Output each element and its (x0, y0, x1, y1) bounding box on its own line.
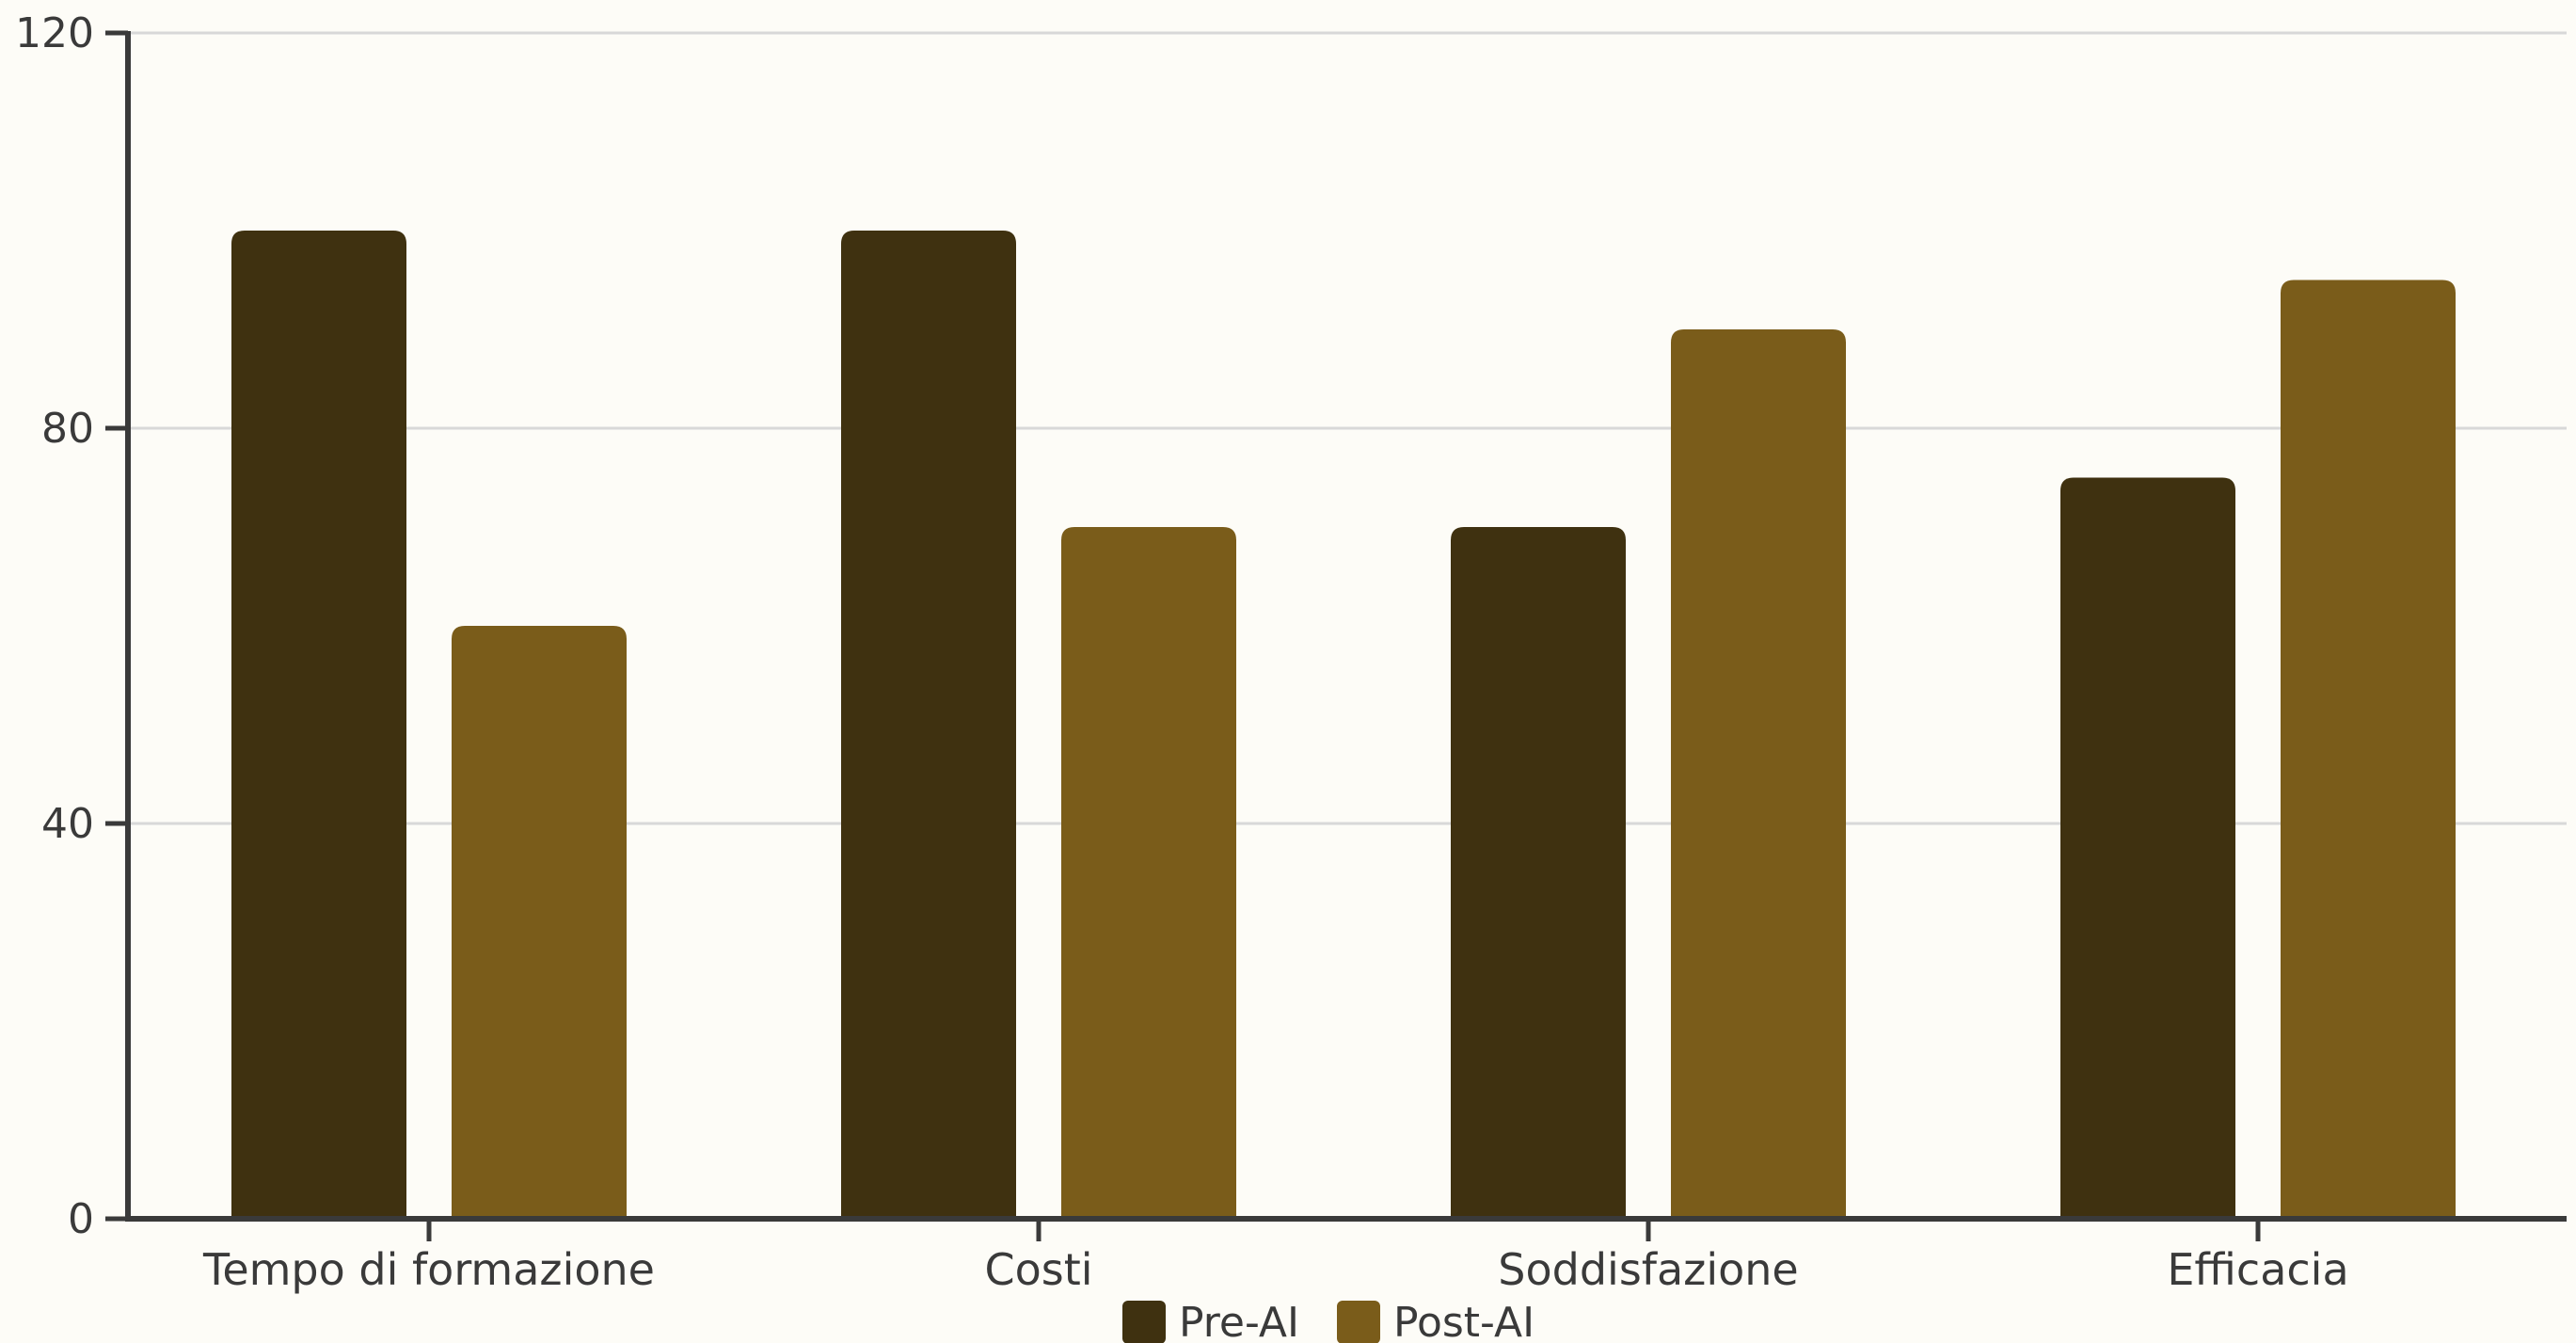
bar (2281, 280, 2456, 1219)
legend[interactable]: Pre-AI Post-AI (1122, 1299, 1534, 1343)
x-tick-label: Soddisfazione (1498, 1244, 1798, 1295)
x-tick-label: Costi (984, 1244, 1092, 1295)
bar (1451, 527, 1626, 1219)
bar (452, 626, 627, 1219)
legend-swatch (1122, 1301, 1166, 1343)
legend-item[interactable]: Pre-AI (1122, 1299, 1299, 1343)
x-tick-label: Tempo di formazione (202, 1244, 655, 1295)
y-tick-label: 80 (41, 405, 94, 453)
bar (231, 231, 406, 1219)
x-tick-label: Efficacia (2167, 1244, 2348, 1295)
bar (841, 231, 1016, 1219)
legend-item[interactable]: Post-AI (1337, 1299, 1534, 1343)
bars-layer (231, 231, 2456, 1219)
bar (1061, 527, 1236, 1219)
legend-label: Pre-AI (1179, 1299, 1299, 1343)
legend-label: Post-AI (1393, 1299, 1534, 1343)
bar (1671, 329, 1846, 1219)
bar (2060, 477, 2235, 1219)
y-tick-label: 120 (15, 9, 94, 57)
legend-swatch (1337, 1301, 1380, 1343)
y-tick-label: 40 (41, 800, 94, 848)
y-tick-label: 0 (68, 1195, 94, 1243)
axes-layer: 0 40 80 120 Tempo di formazione Costi Soddisfa… (15, 9, 2567, 1295)
